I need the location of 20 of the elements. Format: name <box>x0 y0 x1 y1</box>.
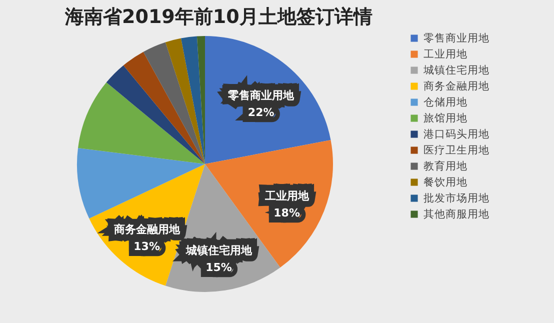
legend-label: 旅馆用地 <box>424 111 468 124</box>
pie-slice <box>77 148 205 218</box>
pie-slice <box>181 36 205 164</box>
legend-label: 仓储用地 <box>424 95 468 108</box>
pie-slice <box>123 52 205 164</box>
legend-label: 批发市场用地 <box>424 191 490 204</box>
pie-slice <box>106 65 205 164</box>
pie-slice <box>78 82 205 164</box>
legend-label: 港口码头用地 <box>424 127 490 140</box>
legend-label: 零售商业用地 <box>424 31 490 44</box>
legend-label: 商务金融用地 <box>424 79 490 92</box>
legend-label: 其他商服用地 <box>424 207 490 220</box>
legend-label: 餐饮用地 <box>424 175 468 188</box>
legend-label: 工业用地 <box>424 47 468 60</box>
legend-label: 教育用地 <box>424 159 468 172</box>
legend-label: 医疗卫生用地 <box>424 143 490 156</box>
legend-label: 城镇住宅用地 <box>422 63 490 76</box>
pie-slice <box>143 42 205 164</box>
pie-slice <box>165 38 205 164</box>
chart-title: 海南省2019年前10月土地签订详情 <box>64 6 372 28</box>
